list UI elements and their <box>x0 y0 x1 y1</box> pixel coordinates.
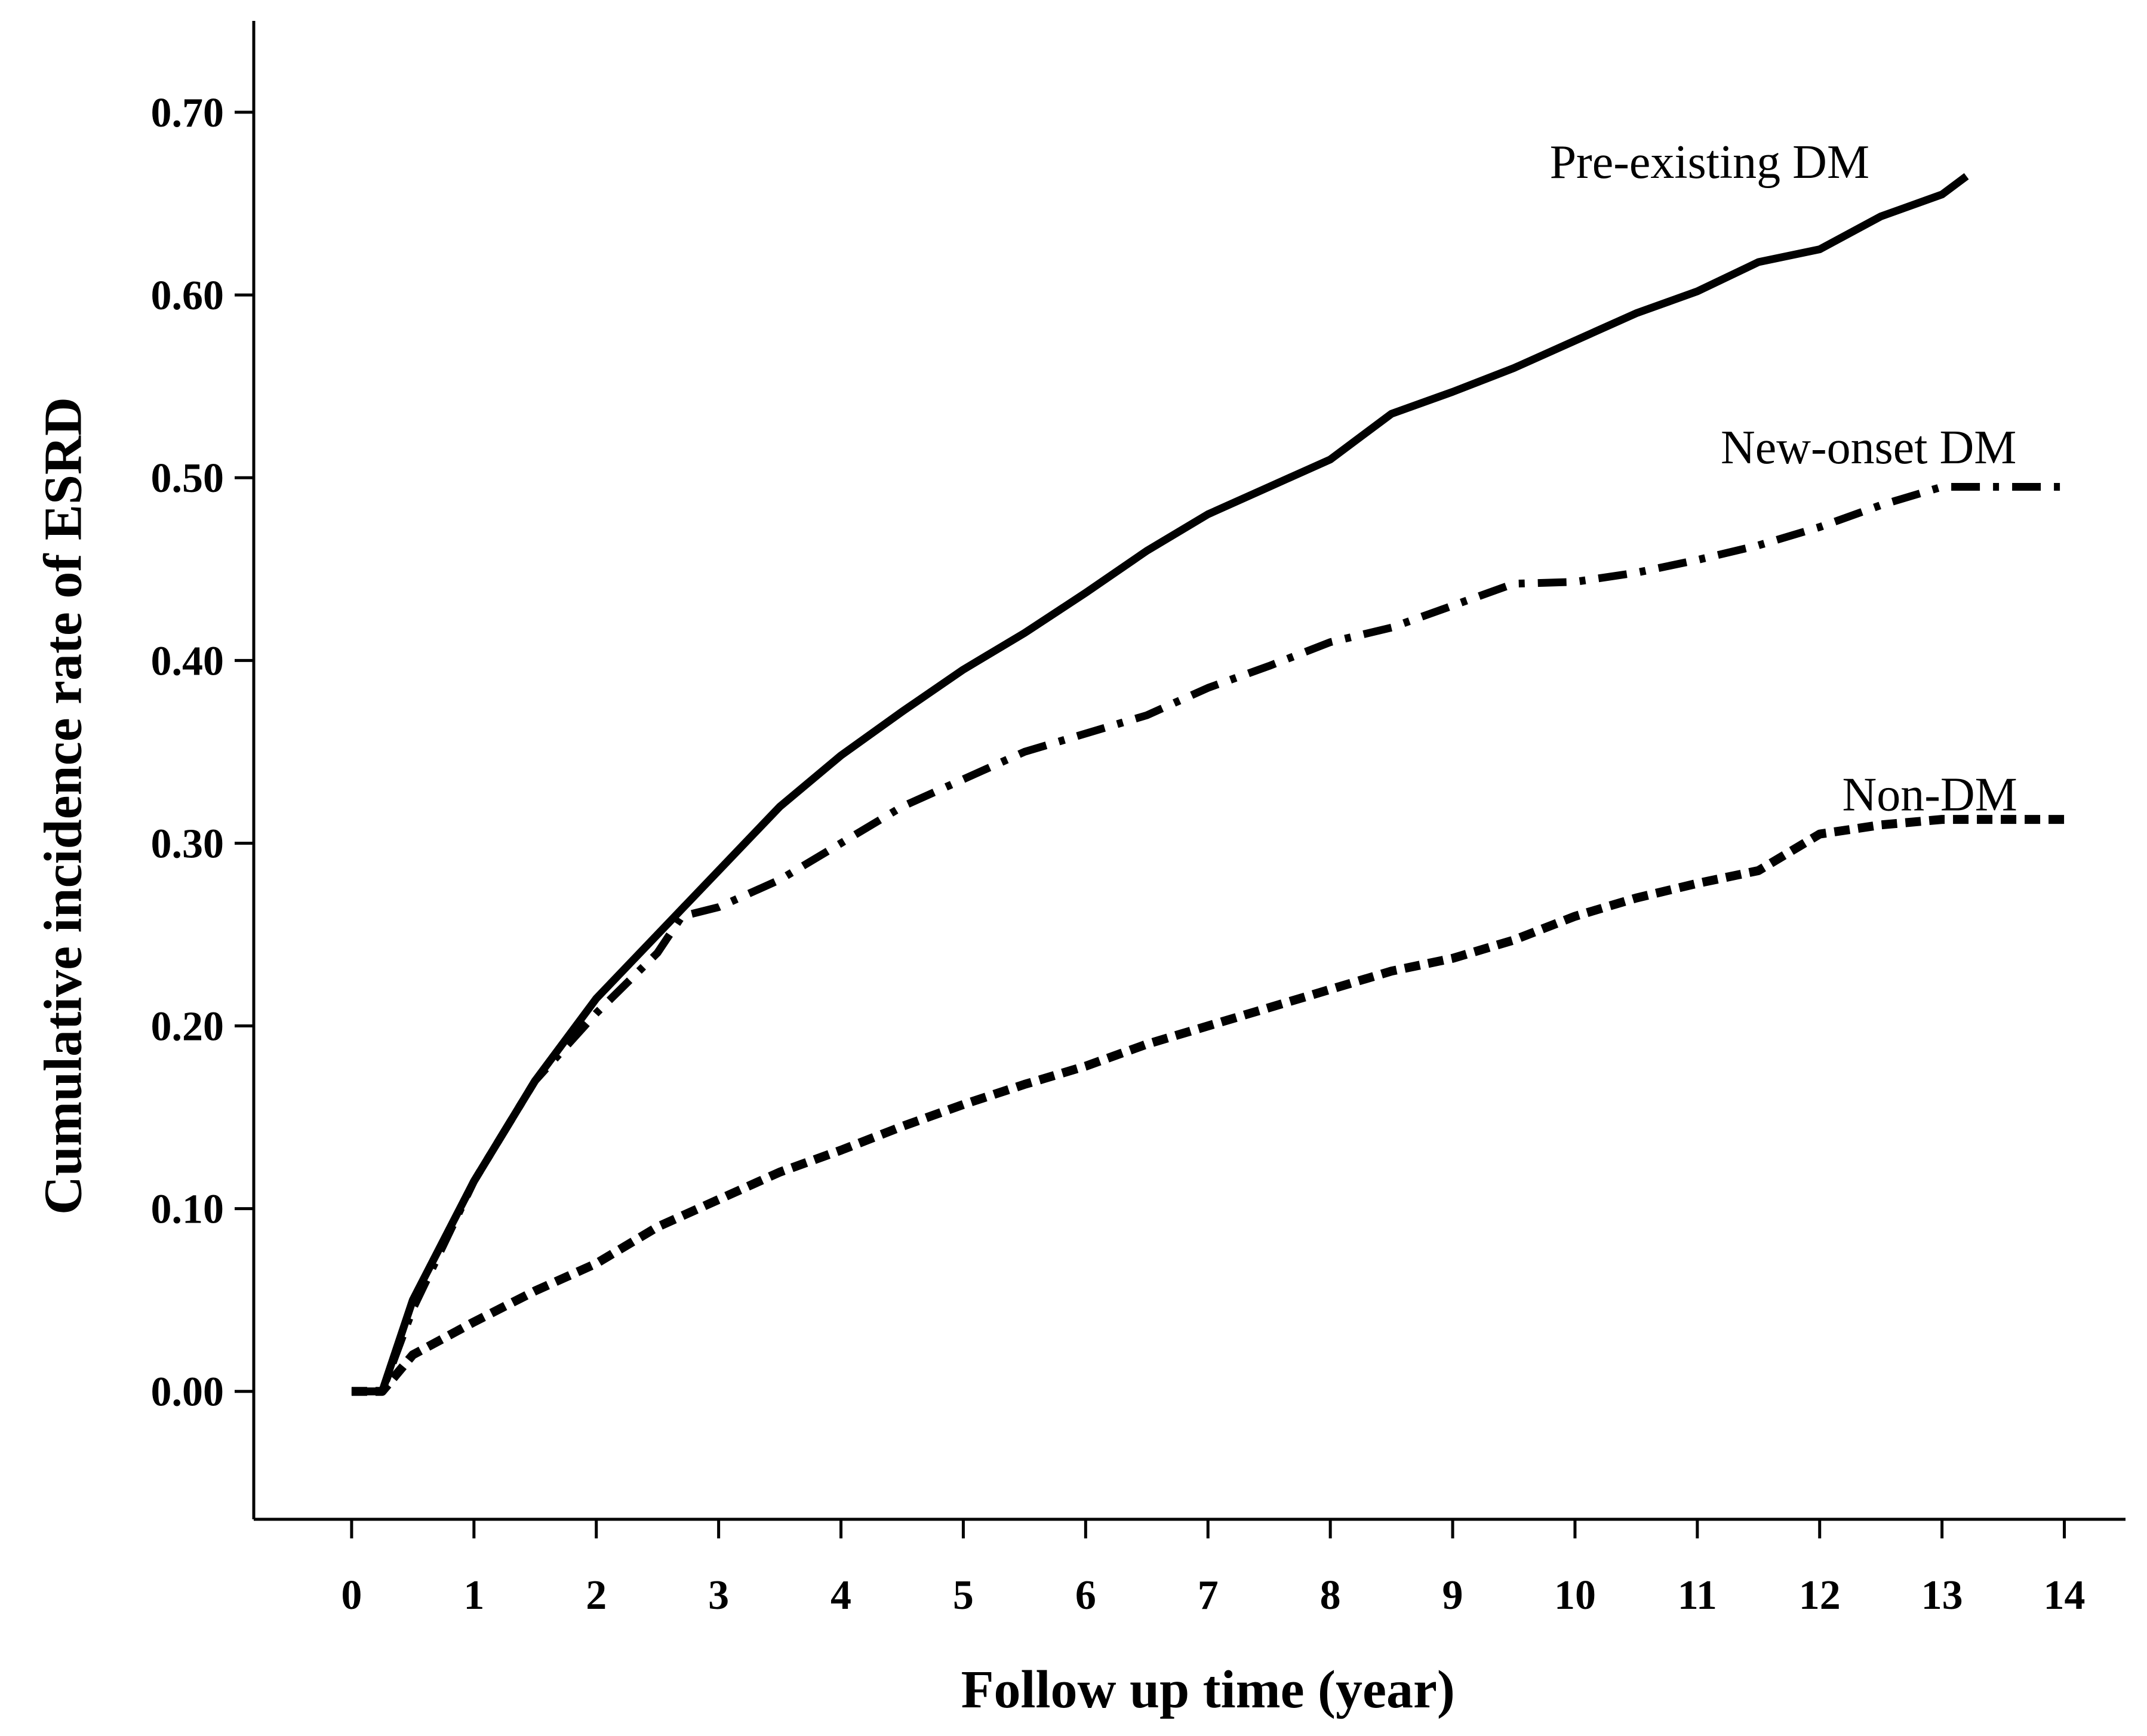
series-labels: Pre-existing DM New-onset DM Non-DM <box>1550 136 2017 821</box>
y-tick-label: 0.30 <box>151 821 224 867</box>
y-tick-label: 0.00 <box>151 1369 224 1415</box>
y-tick-label: 0.20 <box>151 1004 224 1050</box>
series-label: Non-DM <box>1842 768 2017 821</box>
x-tick-label: 1 <box>463 1572 484 1618</box>
x-tick-label: 6 <box>1075 1572 1096 1618</box>
y-tick-label: 0.60 <box>151 273 224 319</box>
x-tick-label: 8 <box>1320 1572 1341 1618</box>
x-tick-label: 10 <box>1554 1572 1596 1618</box>
x-tick-label: 9 <box>1442 1572 1463 1618</box>
x-tick-label: 3 <box>708 1572 729 1618</box>
x-tick-label: 7 <box>1198 1572 1219 1618</box>
x-tick-label: 2 <box>586 1572 607 1618</box>
series-line-non-dm <box>351 815 2065 1396</box>
y-axis-title: Cumulative incidence rate of ESRD <box>34 397 93 1215</box>
y-tick-label: 0.70 <box>151 90 224 136</box>
x-axis-ticks: 0 1 2 3 4 5 6 7 8 9 10 11 12 13 14 <box>341 1519 2086 1618</box>
y-tick-label: 0.40 <box>151 638 224 684</box>
axes <box>252 21 2126 1521</box>
x-tick-label: 11 <box>1678 1572 1717 1618</box>
series-layer <box>351 173 2065 1396</box>
x-tick-label: 12 <box>1799 1572 1841 1618</box>
x-tick-label: 13 <box>1921 1572 1963 1618</box>
series-label: New-onset DM <box>1721 421 2016 474</box>
y-axis-ticks: 0.00 0.10 0.20 0.30 0.40 0.50 0.60 0.70 <box>151 90 254 1415</box>
x-tick-label: 14 <box>2044 1572 2086 1618</box>
series-label: Pre-existing DM <box>1550 136 1870 189</box>
x-axis-title: Follow up time (year) <box>961 1660 1455 1719</box>
x-tick-label: 0 <box>341 1572 362 1618</box>
series-line-new-onset-dm <box>351 483 2065 1396</box>
x-tick-label: 4 <box>830 1572 851 1618</box>
x-tick-label: 5 <box>953 1572 974 1618</box>
y-tick-label: 0.50 <box>151 455 224 501</box>
y-tick-label: 0.10 <box>151 1187 224 1233</box>
series-line-pre-existing-dm <box>351 173 1969 1396</box>
